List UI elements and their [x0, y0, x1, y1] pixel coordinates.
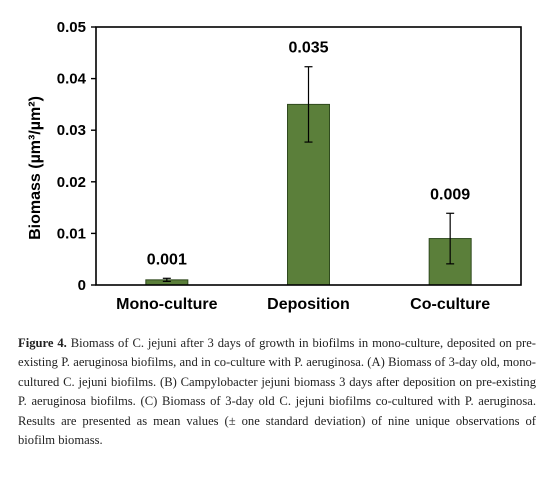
- y-tick-label: 0.03: [57, 122, 86, 139]
- data-label: 0.035: [288, 40, 328, 57]
- figure-caption: Figure 4. Biomass of C. jejuni after 3 d…: [18, 334, 536, 450]
- plot-frame: [95, 26, 522, 286]
- y-tick-label: 0.04: [57, 71, 87, 88]
- category-label: Mono-culture: [116, 296, 217, 313]
- category-labels-group: Mono-culture Deposition Co-culture: [116, 296, 490, 313]
- error-bars-group: [162, 66, 455, 282]
- category-label: Deposition: [267, 296, 350, 313]
- value-labels-group: 0.001 0.035 0.009: [147, 40, 470, 269]
- caption-text: Biomass of C. jejuni after 3 days of gro…: [18, 336, 536, 448]
- caption-label: Figure 4.: [18, 336, 67, 350]
- category-label: Co-culture: [410, 296, 490, 313]
- data-label: 0.001: [147, 251, 187, 268]
- y-axis-label: Biomass (µm³/µm²): [27, 96, 44, 240]
- y-tick-label: 0.05: [57, 19, 86, 36]
- data-label: 0.009: [430, 186, 470, 203]
- y-axis-ticks: 0 0.01 0.02 0.03 0.04 0.05: [57, 19, 96, 294]
- y-tick-label: 0.01: [57, 225, 86, 242]
- bar-chart: 0 0.01 0.02 0.03 0.04 0.05 0.001 0.035 0.009 Mo…: [27, 19, 522, 313]
- y-tick-label: 0.02: [57, 174, 86, 191]
- y-tick-label: 0: [78, 277, 86, 294]
